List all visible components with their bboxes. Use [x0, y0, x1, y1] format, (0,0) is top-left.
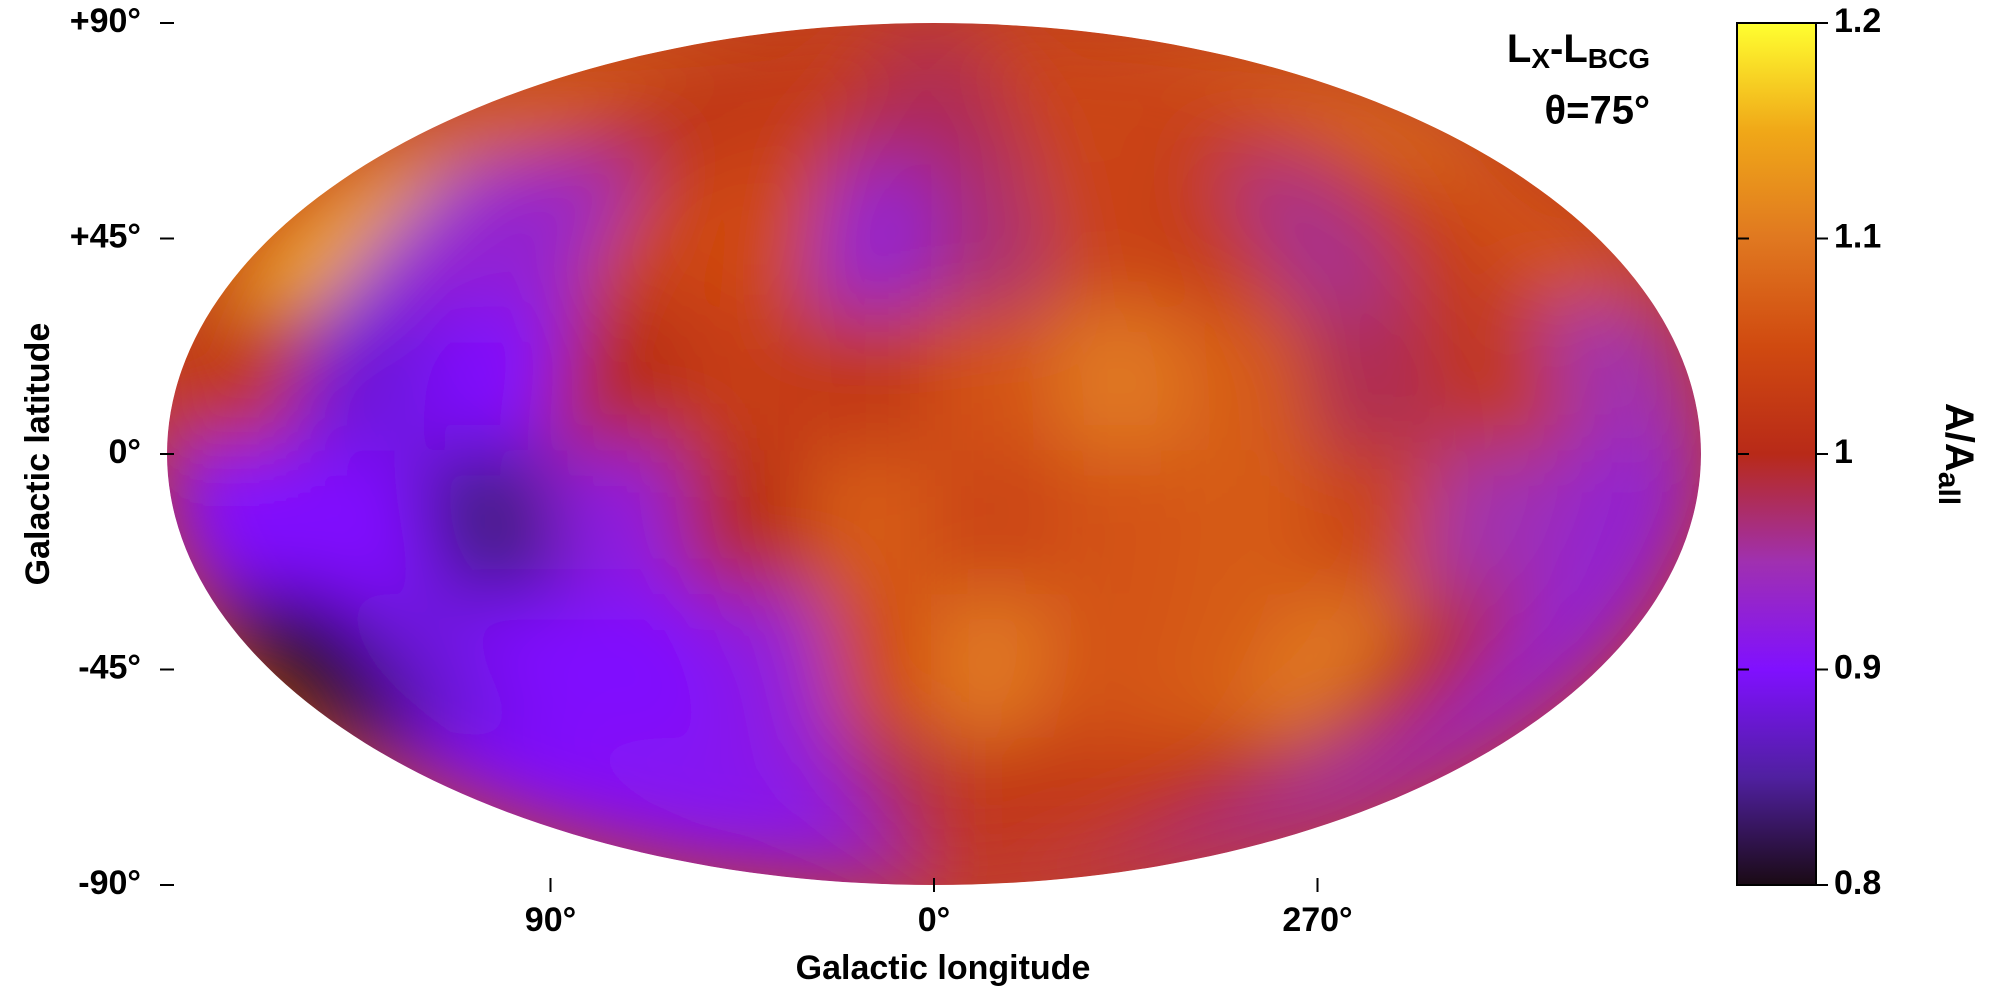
- colorbar-tick-label: 0.9: [1834, 648, 1881, 686]
- map-cell: [326, 594, 560, 745]
- y-tick-label: -45°: [78, 648, 141, 686]
- title-subscript: BCG: [1588, 43, 1650, 74]
- map-cell: [931, 23, 1033, 171]
- title-subscript: X: [1531, 43, 1550, 74]
- map-cell: [1403, 594, 1663, 745]
- colorbar-tick-label: 1: [1834, 433, 1853, 471]
- map-cell: [934, 737, 1322, 885]
- map-cell: [934, 737, 1514, 885]
- map-cell: [930, 306, 1065, 458]
- map-cell: [326, 163, 560, 314]
- map-cell: [934, 23, 1514, 171]
- map-cell: [810, 163, 937, 314]
- map-cell: [1214, 594, 1421, 745]
- map-cell: [803, 306, 938, 458]
- map-cell: [1291, 306, 1449, 458]
- map-cell: [1308, 594, 1542, 745]
- x-tick-label: 90°: [525, 901, 576, 939]
- map-cell: [547, 306, 697, 458]
- map-cell: [803, 450, 938, 602]
- map-cell: [1531, 306, 1701, 458]
- map-cell: [810, 594, 937, 745]
- map-cell: [1291, 450, 1449, 602]
- colorbar-tick-label: 1.2: [1834, 2, 1881, 40]
- map-cell: [934, 23, 1322, 171]
- map-cell: [931, 737, 1033, 885]
- map-cell: [934, 737, 1418, 885]
- x-tick-label: 0°: [918, 901, 951, 939]
- title-part: L: [1507, 27, 1531, 71]
- map-cell: [642, 23, 934, 171]
- map-cell: [447, 594, 654, 745]
- title-part: -L: [1550, 27, 1588, 71]
- map-cell: [1120, 594, 1300, 745]
- map-cell: [934, 23, 1418, 171]
- map-cell: [931, 594, 1058, 745]
- map-cell: [835, 23, 937, 171]
- map-cell: [934, 23, 1226, 171]
- colorbar-label-part: A/A: [1937, 403, 1981, 472]
- title: LX-LBCG: [1507, 27, 1650, 75]
- colorbar-tick-label: 1.1: [1834, 217, 1881, 255]
- map-cell: [354, 23, 934, 171]
- map-cell: [1051, 450, 1193, 602]
- map-cell: [931, 163, 1058, 314]
- map-cell: [419, 450, 577, 602]
- map-cell: [205, 163, 465, 314]
- map-cell: [1171, 450, 1321, 602]
- map-cell: [934, 737, 1129, 885]
- y-tick-label: 0°: [108, 433, 141, 471]
- map-cell: [291, 450, 457, 602]
- y-axis-label: Galactic latitude: [19, 323, 57, 586]
- map-cell: [1411, 306, 1577, 458]
- map-cell: [167, 306, 337, 458]
- map-cell: [546, 737, 934, 885]
- subtitle: θ=75°: [1545, 89, 1650, 133]
- map-cell: [689, 163, 842, 314]
- x-tick-label: 270°: [1282, 901, 1352, 939]
- sky-map: [167, 23, 1701, 885]
- map-cell: [1403, 163, 1663, 314]
- y-tick-label: +90°: [70, 2, 141, 40]
- map-cell: [1308, 163, 1542, 314]
- y-tick-label: +45°: [70, 217, 141, 255]
- colorbar-label: A/Aall: [1932, 403, 1981, 505]
- map-cell: [447, 163, 654, 314]
- map-cell: [835, 737, 937, 885]
- x-axis-label: Galactic longitude: [796, 949, 1091, 987]
- map-cell: [675, 306, 817, 458]
- map-cell: [1120, 163, 1300, 314]
- map-cell: [1214, 163, 1421, 314]
- map-cell: [1171, 306, 1321, 458]
- map-cell: [934, 737, 1226, 885]
- map-cell: [354, 737, 934, 885]
- map-cell: [450, 737, 934, 885]
- map-cell: [1531, 450, 1701, 602]
- map-cells: [167, 23, 1701, 885]
- map-cell: [205, 594, 465, 745]
- y-tick-label: -90°: [78, 864, 141, 902]
- map-cell: [546, 23, 934, 171]
- map-cell: [675, 450, 817, 602]
- map-cell: [930, 450, 1065, 602]
- map-cell: [934, 23, 1129, 171]
- map-cell: [167, 450, 337, 602]
- map-cell: [689, 594, 842, 745]
- map-cell: [1411, 450, 1577, 602]
- colorbar-tick-label: 0.8: [1834, 864, 1881, 902]
- map-cell: [450, 23, 934, 171]
- map-cell: [419, 306, 577, 458]
- map-cell: [547, 450, 697, 602]
- colorbar-label-subscript: all: [1932, 472, 1965, 505]
- map-cell: [291, 306, 457, 458]
- map-cell: [1051, 306, 1193, 458]
- map-cell: [642, 737, 934, 885]
- colorbar: [1736, 22, 1817, 886]
